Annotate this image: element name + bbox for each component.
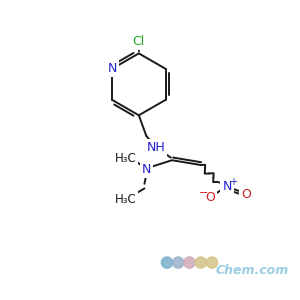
Text: N: N (222, 180, 232, 193)
Text: O: O (241, 188, 251, 201)
Text: H₃C: H₃C (115, 152, 136, 165)
Text: +: + (229, 177, 237, 187)
Text: O: O (205, 191, 215, 204)
Circle shape (172, 257, 184, 268)
Circle shape (184, 257, 195, 268)
Text: NH: NH (146, 141, 165, 154)
Text: −: − (199, 188, 208, 198)
Text: N: N (142, 163, 151, 176)
Text: Chem.com: Chem.com (216, 264, 289, 277)
Text: N: N (107, 62, 117, 75)
Text: Cl: Cl (133, 35, 145, 48)
Text: H₃C: H₃C (115, 193, 136, 206)
Circle shape (161, 257, 172, 268)
Circle shape (206, 257, 218, 268)
Circle shape (195, 257, 206, 268)
